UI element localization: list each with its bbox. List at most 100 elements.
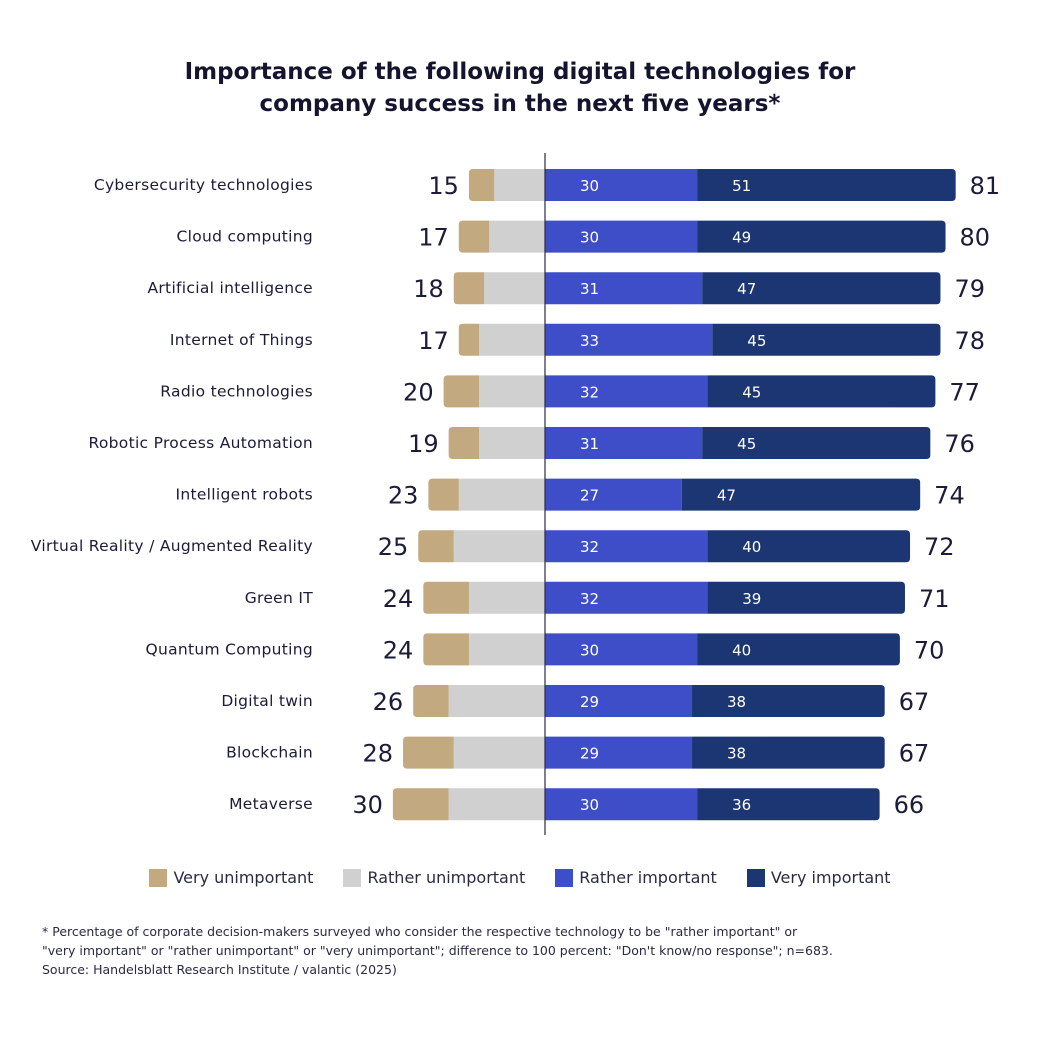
total-important-label: 67	[899, 740, 930, 768]
bar-very-unimportant	[468, 169, 495, 201]
bar-rather-unimportant	[448, 788, 545, 821]
total-important-label: 78	[954, 327, 985, 355]
total-important-label: 67	[899, 688, 930, 716]
category-label: Cloud computing	[176, 228, 313, 246]
legend-item-very-unimportant: Very unimportant	[149, 868, 313, 887]
total-unimportant-label: 30	[352, 791, 383, 819]
data-label-rather-important: 33	[580, 332, 599, 350]
total-unimportant-label: 17	[418, 327, 449, 355]
total-important-label: 72	[924, 533, 955, 561]
data-label-rather-important: 27	[580, 487, 599, 505]
total-important-label: 66	[894, 791, 925, 819]
total-unimportant-label: 25	[378, 533, 409, 561]
bar-very-important	[692, 685, 885, 717]
bar-very-unimportant	[403, 736, 454, 769]
bar-rather-important	[545, 530, 708, 563]
bar-rather-important	[545, 478, 682, 511]
data-label-rather-important: 30	[580, 641, 599, 659]
bar-very-important	[707, 530, 911, 563]
total-unimportant-label: 18	[413, 275, 444, 303]
total-unimportant-label: 15	[428, 172, 459, 200]
bar-very-unimportant	[413, 685, 449, 717]
category-label: Blockchain	[226, 744, 313, 762]
total-important-label: 81	[970, 172, 1001, 200]
bar-rather-unimportant	[494, 169, 545, 201]
bar-very-unimportant	[423, 581, 469, 614]
legend-swatch	[746, 868, 765, 887]
category-label: Robotic Process Automation	[88, 434, 313, 452]
data-label-rather-important: 31	[580, 435, 599, 453]
bar-rather-unimportant	[453, 736, 545, 769]
bar-very-important	[697, 220, 946, 253]
legend-label: Very unimportant	[173, 868, 314, 887]
data-label-rather-important: 31	[580, 280, 599, 298]
bar-very-unimportant	[418, 530, 454, 563]
bar-very-important	[697, 633, 900, 666]
category-label: Cybersecurity technologies	[94, 176, 313, 194]
bar-very-unimportant	[448, 427, 480, 459]
chart-plot: Cybersecurity technologies 30 51 15 81 Cloud …	[31, 153, 1001, 835]
bar-rather-unimportant	[468, 633, 545, 666]
data-label-very-important: 49	[732, 229, 751, 247]
bar-rather-unimportant	[479, 427, 545, 459]
category-label: Digital twin	[221, 692, 313, 710]
total-unimportant-label: 17	[418, 224, 449, 252]
bar-rather-important	[545, 685, 693, 717]
data-label-very-important: 47	[717, 487, 736, 505]
total-unimportant-label: 20	[403, 378, 434, 406]
legend-swatch	[555, 868, 574, 887]
footnote-line-1: * Percentage of corporate decision-maker…	[42, 924, 798, 939]
legend-label: Rather unimportant	[367, 868, 526, 887]
footnote: * Percentage of corporate decision-maker…	[42, 922, 1002, 979]
chart-title: Importance of the following digital tech…	[0, 56, 1040, 120]
bar-rather-unimportant	[458, 478, 545, 511]
bar-very-important	[697, 788, 880, 821]
category-label: Internet of Things	[170, 331, 313, 349]
total-important-label: 71	[919, 585, 950, 613]
data-label-very-important: 36	[732, 796, 751, 814]
bar-rather-unimportant	[448, 685, 545, 717]
bar-rather-important	[545, 736, 693, 769]
bar-rather-important	[545, 788, 698, 821]
total-important-label: 80	[960, 224, 991, 252]
chart-legend: Very unimportant Rather unimportant Rath…	[0, 868, 1040, 887]
bar-rather-important	[545, 220, 698, 253]
bar-rather-important	[545, 272, 703, 305]
data-label-very-important: 39	[742, 590, 761, 608]
bar-rather-unimportant	[468, 581, 545, 614]
bar-very-important	[697, 169, 956, 201]
data-label-rather-important: 32	[580, 538, 599, 556]
data-label-very-important: 45	[747, 332, 766, 350]
bar-very-unimportant	[443, 375, 480, 408]
category-label: Radio technologies	[160, 382, 313, 400]
chart-title-line-1: Importance of the following digital tech…	[184, 59, 856, 85]
total-unimportant-label: 19	[408, 430, 439, 458]
bar-very-unimportant	[458, 323, 480, 356]
data-label-very-important: 45	[737, 435, 756, 453]
bar-very-unimportant	[428, 478, 459, 511]
data-label-very-important: 38	[727, 693, 746, 711]
bar-rather-important	[545, 581, 708, 614]
bar-very-unimportant	[392, 788, 449, 821]
bar-very-important	[707, 581, 905, 614]
total-unimportant-label: 28	[362, 740, 393, 768]
bar-very-unimportant	[458, 220, 490, 253]
legend-item-rather-unimportant: Rather unimportant	[343, 868, 525, 887]
total-important-label: 74	[934, 482, 965, 510]
legend-label: Very important	[770, 868, 891, 887]
total-important-label: 76	[944, 430, 975, 458]
category-label: Quantum Computing	[146, 640, 314, 658]
data-label-rather-important: 32	[580, 383, 599, 401]
data-label-rather-important: 29	[580, 693, 599, 711]
bar-rather-important	[545, 633, 698, 666]
source-note: Source: Handelsblatt Research Institute …	[42, 962, 397, 977]
bar-very-important	[681, 478, 921, 511]
bar-very-important	[702, 427, 931, 459]
category-label: Virtual Reality / Augmented Reality	[31, 537, 313, 555]
bar-very-unimportant	[423, 633, 469, 666]
category-label: Artificial intelligence	[147, 279, 313, 297]
total-unimportant-label: 26	[373, 688, 404, 716]
bar-rather-important	[545, 375, 708, 408]
data-label-very-important: 45	[742, 383, 761, 401]
data-label-rather-important: 29	[580, 745, 599, 763]
